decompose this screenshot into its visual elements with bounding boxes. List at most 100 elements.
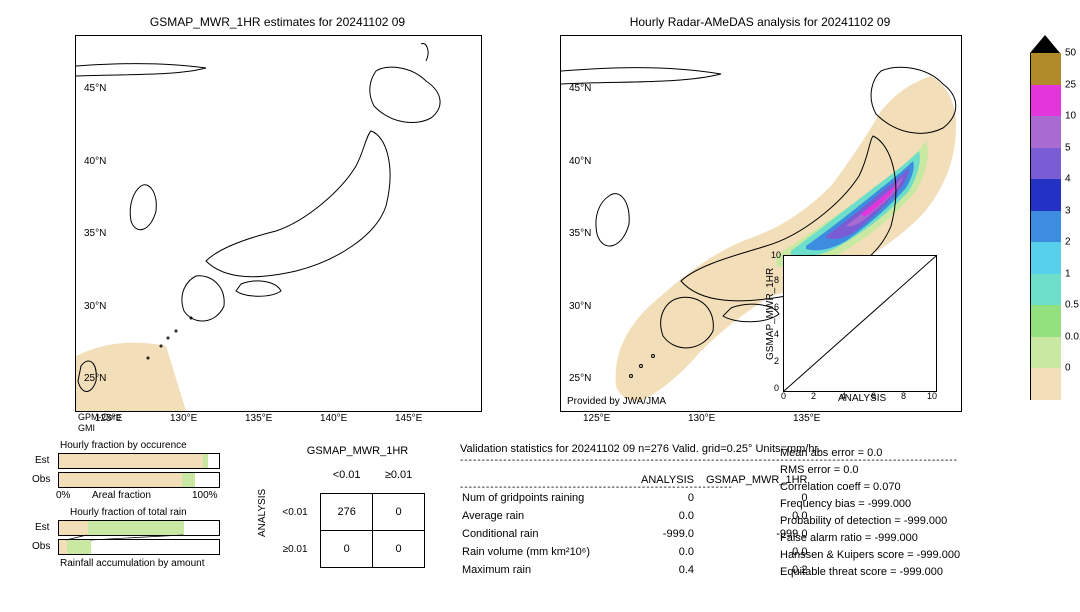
vrow-0-label: Num of gridpoints raining bbox=[462, 490, 622, 506]
ytick-25n: 25°N bbox=[84, 373, 106, 384]
vrow-4-label: Maximum rain bbox=[462, 562, 622, 578]
one-to-one-line bbox=[784, 256, 936, 391]
ytick-30n: 30°N bbox=[84, 301, 106, 312]
stat-line-4: Probability of detection = -999.000 bbox=[780, 513, 960, 530]
stat-line-2: Correlation coeff = 0.070 bbox=[780, 479, 960, 496]
stat-line-5: False alarm ratio = -999.000 bbox=[780, 530, 960, 547]
svg-text:35°N: 35°N bbox=[569, 228, 591, 239]
colorbar-seg-8 bbox=[1030, 305, 1061, 337]
sx0: 0 bbox=[781, 391, 786, 401]
occ-obs-label: Obs bbox=[32, 474, 50, 485]
colorbar: 502510543210.50.010 bbox=[1030, 35, 1060, 400]
vrow-0-a: 0 bbox=[624, 490, 704, 506]
sx4: 8 bbox=[901, 391, 906, 401]
rain-title: Hourly fraction of total rain bbox=[70, 507, 187, 518]
ytick-40n: 40°N bbox=[84, 156, 106, 167]
occ-af-label: Areal fraction bbox=[92, 490, 151, 501]
colorbar-tick-8: 0.5 bbox=[1065, 300, 1079, 311]
right-xtick-1: 130°E bbox=[688, 413, 715, 424]
cont-col2: ≥0.01 bbox=[373, 457, 425, 494]
colorbar-tick-7: 1 bbox=[1065, 268, 1071, 279]
stat-line-1: RMS error = 0.0 bbox=[780, 462, 960, 479]
sx3: 6 bbox=[871, 391, 876, 401]
left-xtick-3: 140°E bbox=[320, 413, 347, 424]
cont-title: GSMAP_MWR_1HR bbox=[290, 445, 425, 457]
validation-title: Validation statistics for 20241102 09 n=… bbox=[460, 443, 821, 455]
colorbar-tick-4: 4 bbox=[1065, 174, 1071, 185]
contingency-table: GSMAP_MWR_1HR ANALYSIS <0.01 ≥0.01 <0.01… bbox=[255, 445, 425, 568]
right-map-title: Hourly Radar-AMeDAS analysis for 2024110… bbox=[560, 15, 960, 29]
vc0 bbox=[462, 472, 622, 488]
left-map-panel: 45°N 40°N 35°N 30°N 25°N bbox=[75, 35, 482, 412]
left-map-svg: 45°N 40°N 35°N 30°N 25°N bbox=[76, 36, 481, 411]
coastline bbox=[76, 43, 440, 391]
ytick-35n: 35°N bbox=[84, 228, 106, 239]
colorbar-tick-0: 50 bbox=[1065, 48, 1076, 59]
scatter-inset bbox=[783, 255, 937, 392]
vrow-2-a: -999.0 bbox=[624, 526, 704, 542]
rain-bar-connectors bbox=[58, 520, 218, 556]
right-xtick-2: 135°E bbox=[793, 413, 820, 424]
cont-c01: 0 bbox=[373, 494, 425, 531]
occ-est-bar bbox=[58, 453, 220, 469]
colorbar-tick-10: 0 bbox=[1065, 363, 1071, 374]
sy4: 8 bbox=[774, 275, 779, 285]
cont-row2-label: ≥0.01 bbox=[270, 531, 321, 568]
colorbar-seg-6 bbox=[1030, 242, 1061, 274]
colorbar-seg-10 bbox=[1030, 368, 1061, 400]
stats-right: Mean abs error = 0.0RMS error = 0.0Corre… bbox=[780, 445, 960, 581]
sy2: 4 bbox=[774, 329, 779, 339]
svg-text:30°N: 30°N bbox=[569, 301, 591, 312]
validation-table: ANALYSIS GSMAP_MWR_1HR Num of gridpoints… bbox=[460, 470, 819, 580]
vrow-2-label: Conditional rain bbox=[462, 526, 622, 542]
cont-row1-label: <0.01 bbox=[270, 494, 321, 531]
occ-obs-bar bbox=[58, 472, 220, 488]
occ-100pct: 100% bbox=[192, 490, 218, 501]
vrow-4-a: 0.4 bbox=[624, 562, 704, 578]
vrow-3-a: 0.0 bbox=[624, 544, 704, 560]
colorbar-tick-6: 2 bbox=[1065, 237, 1071, 248]
figure-root: GSMAP_MWR_1HR estimates for 20241102 09 bbox=[0, 0, 1080, 612]
svg-text:25°N: 25°N bbox=[569, 373, 591, 384]
colorbar-tick-3: 5 bbox=[1065, 142, 1071, 153]
colorbar-seg-9 bbox=[1030, 337, 1061, 369]
colorbar-tick-5: 3 bbox=[1065, 205, 1071, 216]
colorbar-seg-5 bbox=[1030, 211, 1061, 243]
rain-footer: Rainfall accumulation by amount bbox=[60, 558, 205, 569]
colorbar-seg-7 bbox=[1030, 274, 1061, 306]
occ-est-label: Est bbox=[35, 455, 49, 466]
stat-line-3: Frequency bias = -999.000 bbox=[780, 496, 960, 513]
rain-est-label: Est bbox=[35, 522, 49, 533]
sy1: 2 bbox=[774, 356, 779, 366]
ytick-45n: 45°N bbox=[84, 83, 106, 94]
sensor-labels: GPM-Core GMI bbox=[78, 412, 121, 434]
sx1: 2 bbox=[811, 391, 816, 401]
colorbar-seg-1 bbox=[1030, 85, 1061, 117]
sx2: 4 bbox=[841, 391, 846, 401]
occ-0pct: 0% bbox=[56, 490, 70, 501]
occ-title: Hourly fraction by occurence bbox=[60, 440, 187, 451]
cont-c10: 0 bbox=[321, 531, 373, 568]
sy0: 0 bbox=[774, 383, 779, 393]
colorbar-tick-1: 25 bbox=[1065, 79, 1076, 90]
vrow-1-label: Average rain bbox=[462, 508, 622, 524]
sy3: 6 bbox=[774, 302, 779, 312]
rain-obs-label: Obs bbox=[32, 541, 50, 552]
credit-text: Provided by JWA/JMA bbox=[567, 396, 666, 407]
colorbar-tick-9: 0.01 bbox=[1065, 331, 1080, 342]
stat-line-7: Equitable threat score = -999.000 bbox=[780, 564, 960, 581]
colorbar-tick-2: 10 bbox=[1065, 111, 1076, 122]
sy5: 10 bbox=[771, 250, 781, 260]
colorbar-arrow bbox=[1030, 35, 1060, 53]
colorbar-seg-2 bbox=[1030, 116, 1061, 148]
right-xtick-0: 125°E bbox=[583, 413, 610, 424]
left-xtick-4: 145°E bbox=[395, 413, 422, 424]
left-map-title: GSMAP_MWR_1HR estimates for 20241102 09 bbox=[75, 15, 480, 29]
colorbar-seg-3 bbox=[1030, 148, 1061, 180]
scatter-svg bbox=[784, 256, 936, 391]
svg-text:45°N: 45°N bbox=[569, 83, 591, 94]
cont-c11: 0 bbox=[373, 531, 425, 568]
sx5: 10 bbox=[927, 391, 937, 401]
colorbar-seg-0 bbox=[1030, 53, 1061, 85]
cont-c00: 276 bbox=[321, 494, 373, 531]
